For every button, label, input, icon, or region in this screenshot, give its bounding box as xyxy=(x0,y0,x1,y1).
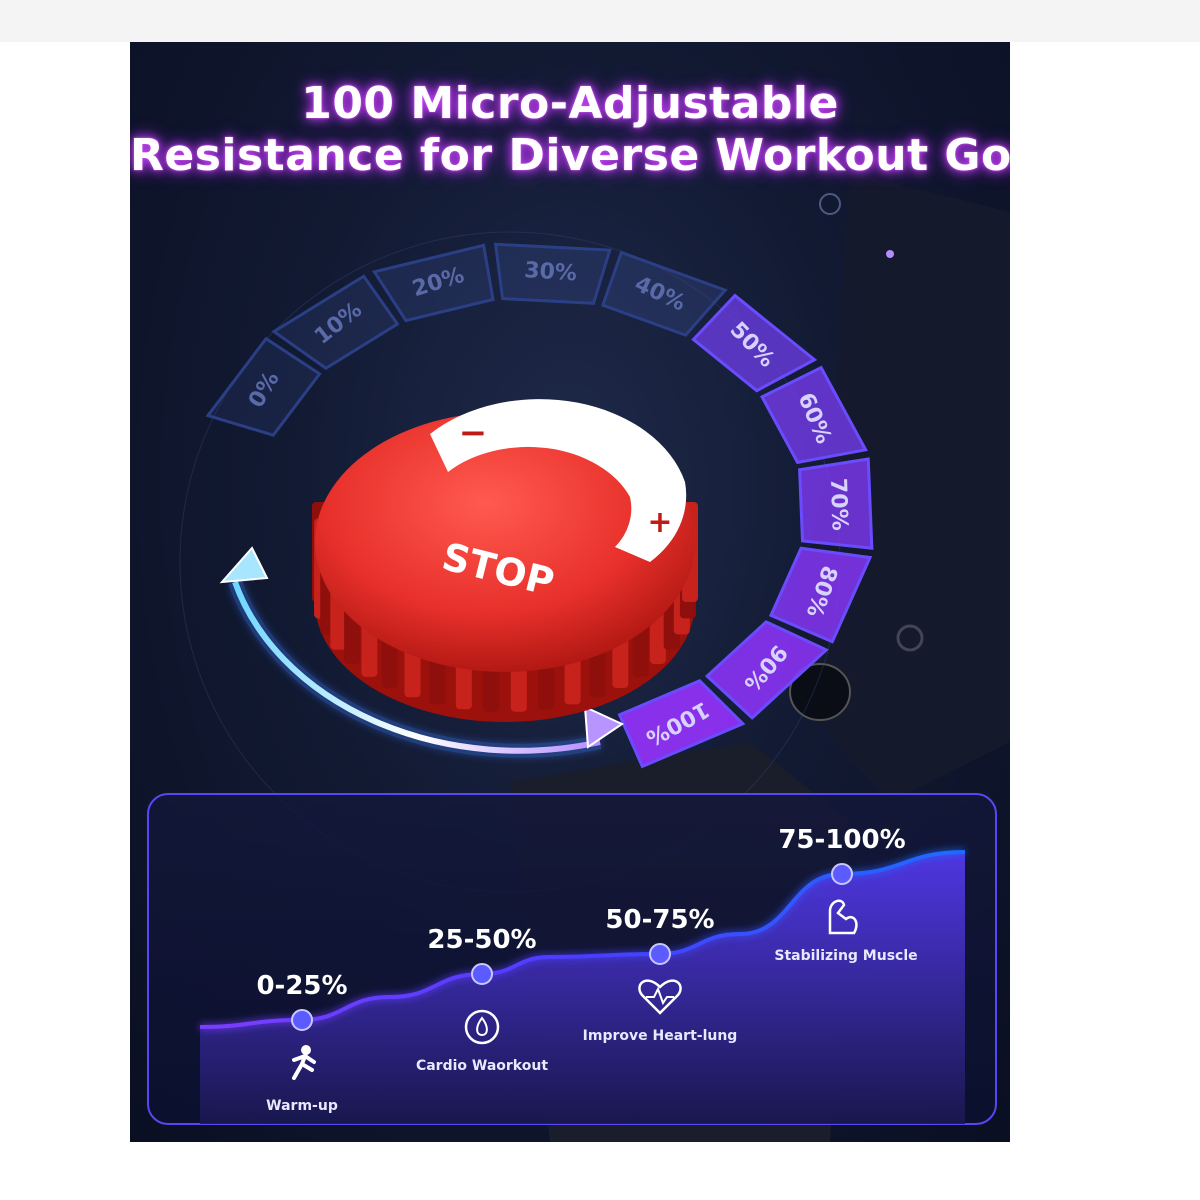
machine-body xyxy=(780,172,1010,802)
level-marker-dot xyxy=(471,963,493,985)
level-range-label: 50-75% xyxy=(605,905,714,935)
rotate-arrow-arc xyxy=(232,580,601,754)
level-marker-dot xyxy=(831,863,853,885)
level-caption: Stabilizing Muscle xyxy=(774,948,917,964)
dial-segment xyxy=(271,274,400,371)
dial-segment xyxy=(600,250,728,337)
intensity-curve xyxy=(199,850,966,1029)
running-person-icon xyxy=(292,1045,316,1080)
level-range-label: 25-50% xyxy=(427,925,536,955)
decor-dot xyxy=(819,193,841,215)
headline: 100 Micro-Adjustable Resistance for Dive… xyxy=(130,78,1010,182)
product-poster: 0% 10% 20% 30% 40% 50% 60% 70% 80% 90% 100% 0-25% W… xyxy=(130,42,1010,1142)
level-marker-dot xyxy=(649,943,671,965)
adjustment-screw xyxy=(789,663,851,721)
dial-segment xyxy=(371,243,495,323)
bolt-ring xyxy=(896,624,924,652)
flexed-arm-icon xyxy=(828,899,858,935)
direction-arc xyxy=(430,399,687,562)
headline-line-2: Resistance for Diverse Workout Goals xyxy=(130,130,1010,181)
heart-pulse-icon xyxy=(638,979,682,1015)
top-strip xyxy=(0,0,1200,42)
level-caption: Improve Heart-lung xyxy=(583,1028,738,1044)
dial-segment-label: 30% xyxy=(523,258,577,286)
dial-segment xyxy=(704,620,829,720)
arrow-head-icon xyxy=(219,546,269,584)
resistance-knob xyxy=(312,399,698,722)
dial-segment xyxy=(617,679,746,769)
dial-segment xyxy=(798,457,874,550)
dial-segment xyxy=(691,293,818,393)
dial-segment xyxy=(768,546,873,644)
dial-segment-label: 70% xyxy=(825,478,852,531)
headline-line-1: 100 Micro-Adjustable xyxy=(301,78,839,129)
decor-dot xyxy=(886,250,894,258)
level-marker-dot xyxy=(291,1009,313,1031)
level-caption: Warm-up xyxy=(266,1098,338,1114)
dial-segment xyxy=(205,336,322,437)
poster-graphics: 0%10%20% 30% 40%50%60%70%80%90%100% 0-25% W… xyxy=(147,172,1010,1142)
intensity-area xyxy=(200,852,965,1124)
level-range-label: 75-100% xyxy=(778,825,905,855)
sweat-drop-timer-icon xyxy=(464,1009,500,1045)
level-caption: Cardio Waorkout xyxy=(416,1058,548,1074)
dial-segment xyxy=(759,365,868,465)
arrow-tail-icon xyxy=(583,705,625,749)
dial-segment xyxy=(493,242,612,305)
level-range-label: 0-25% xyxy=(256,971,347,1001)
resistance-dial: 0%10%20% 30% 40%50%60%70%80%90%100% xyxy=(205,242,874,769)
